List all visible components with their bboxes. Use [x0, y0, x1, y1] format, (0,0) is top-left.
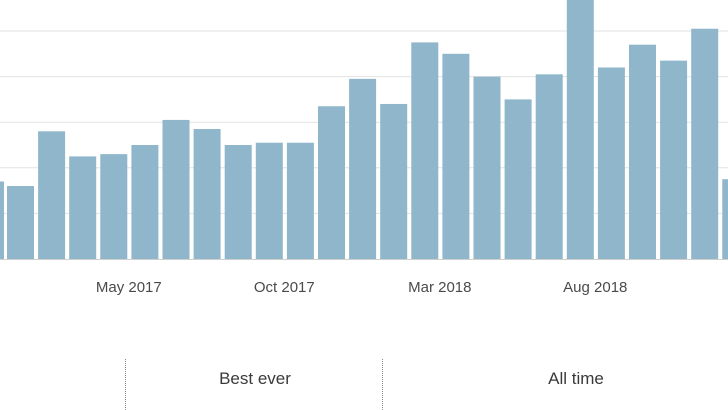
bar-19[interactable] [597, 67, 625, 259]
bar-22[interactable] [691, 28, 719, 259]
bar-20[interactable] [629, 44, 656, 260]
bar-6[interactable] [193, 129, 221, 259]
bar-23[interactable] [722, 179, 728, 259]
bar-21[interactable] [660, 60, 688, 259]
best-ever-label[interactable]: Best ever [219, 369, 291, 388]
bar-17[interactable] [535, 74, 563, 259]
bar-18[interactable] [566, 0, 594, 259]
bar-2[interactable] [69, 156, 97, 259]
footer-divider-right [382, 359, 383, 410]
bar-11[interactable] [349, 78, 377, 259]
bar-12[interactable] [380, 103, 408, 260]
bar-13[interactable] [411, 42, 439, 260]
footer-divider-left [125, 359, 126, 410]
bar-10[interactable] [318, 106, 345, 260]
x-tick-label-2: Mar 2018 [408, 279, 471, 296]
bar-16[interactable] [504, 99, 532, 260]
stats-footer: Best ever All time [0, 355, 728, 410]
bar-chart: May 2017 Oct 2017 Mar 2018 Aug 2018 [0, 0, 728, 296]
bar-partial-leading[interactable] [0, 181, 4, 259]
bar-9[interactable] [286, 142, 314, 259]
bar-0[interactable] [7, 186, 34, 259]
bar-7[interactable] [224, 145, 252, 259]
bar-1[interactable] [38, 131, 66, 259]
bar-5[interactable] [162, 119, 190, 259]
x-tick-labels: May 2017 Oct 2017 Mar 2018 Aug 2018 [96, 279, 628, 296]
bars [0, 0, 728, 260]
bar-15[interactable] [473, 76, 501, 259]
x-tick-label-0: May 2017 [96, 279, 162, 296]
x-tick-label-1: Oct 2017 [254, 279, 315, 296]
bar-3[interactable] [100, 154, 128, 259]
all-time-label[interactable]: All time [548, 369, 604, 388]
bar-8[interactable] [255, 142, 283, 259]
x-tick-label-3: Aug 2018 [563, 279, 627, 296]
bar-4[interactable] [131, 145, 159, 259]
bar-14[interactable] [442, 53, 470, 259]
